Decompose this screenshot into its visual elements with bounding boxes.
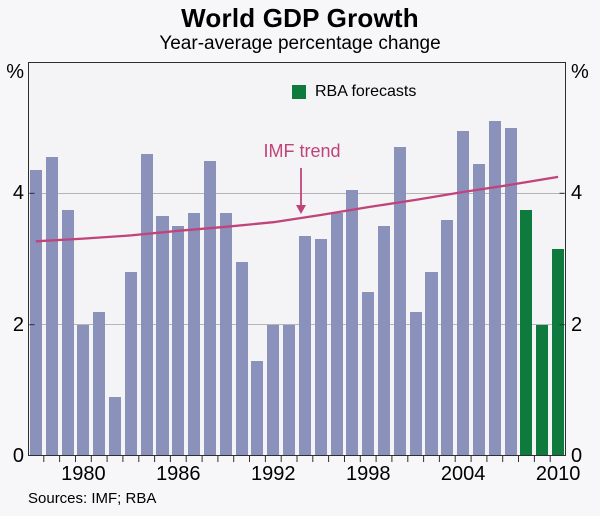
x-axis-label-2004: 2004 [440, 463, 486, 485]
y-axis-label-right-percent: % [571, 61, 589, 83]
y-axis-label-left-percent: % [6, 61, 24, 83]
bar-1993 [283, 324, 296, 456]
bar-2010 [552, 249, 565, 456]
bar-2007 [504, 127, 517, 456]
x-axis-label-1992: 1992 [251, 463, 296, 485]
bar-1998 [362, 291, 375, 456]
chart-title: World GDP Growth [181, 3, 419, 33]
bar-2006 [488, 121, 501, 456]
bar-1980 [77, 324, 90, 456]
bar-1986 [172, 226, 185, 456]
bar-1997 [346, 190, 359, 456]
imf-trend-label: IMF trend [263, 141, 341, 161]
bar-2003 [441, 219, 454, 456]
bar-2008 [520, 209, 533, 456]
bar-1981 [93, 311, 106, 456]
x-axis-label-1986: 1986 [156, 463, 201, 485]
bar-1996 [330, 213, 343, 456]
bar-1982 [109, 396, 122, 456]
legend-swatch-rba-forecasts-icon [292, 85, 306, 99]
chart-subtitle: Year-average percentage change [159, 33, 441, 54]
bar-1989 [219, 213, 232, 456]
bar-1994 [298, 236, 311, 456]
sources-note: Sources: IMF; RBA [28, 490, 157, 507]
bar-1977 [29, 170, 42, 456]
bar-2002 [425, 272, 438, 456]
bar-1991 [251, 360, 264, 456]
bar-2009 [536, 324, 549, 456]
bar-2004 [457, 130, 470, 456]
x-axis-label-1980: 1980 [61, 463, 106, 485]
bar-1978 [45, 157, 58, 456]
bar-1995 [314, 239, 327, 456]
y-axis-label-right-4: 4 [571, 182, 583, 205]
y-axis-label-left-4: 4 [12, 182, 24, 205]
bar-1999 [378, 226, 391, 456]
legend: RBA forecasts [292, 83, 416, 101]
bar-1988 [203, 160, 216, 456]
bar-1990 [235, 262, 248, 456]
x-axis-label-2010: 2010 [535, 463, 581, 485]
bar-2000 [393, 147, 406, 456]
bar-1992 [267, 324, 280, 456]
y-axis-label-right-2: 2 [571, 313, 583, 336]
bar-2005 [472, 163, 485, 456]
bar-2001 [409, 311, 422, 456]
y-axis-label-right-0: 0 [571, 445, 583, 467]
gridline-2 [29, 324, 565, 326]
bar-1985 [156, 216, 169, 456]
bar-1987 [188, 213, 201, 456]
bar-1983 [124, 272, 137, 456]
x-axis-label-1998: 1998 [345, 463, 391, 485]
y-axis-label-left-2: 2 [12, 313, 24, 336]
legend-label: RBA forecasts [315, 83, 417, 100]
bar-1979 [61, 209, 74, 456]
y-axis-label-left-0: 0 [12, 445, 24, 467]
bar-1984 [140, 153, 153, 456]
